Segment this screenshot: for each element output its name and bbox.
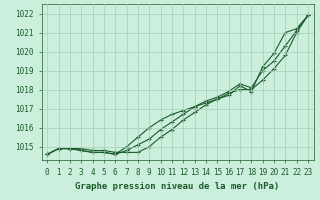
X-axis label: Graphe pression niveau de la mer (hPa): Graphe pression niveau de la mer (hPa) [76, 182, 280, 191]
